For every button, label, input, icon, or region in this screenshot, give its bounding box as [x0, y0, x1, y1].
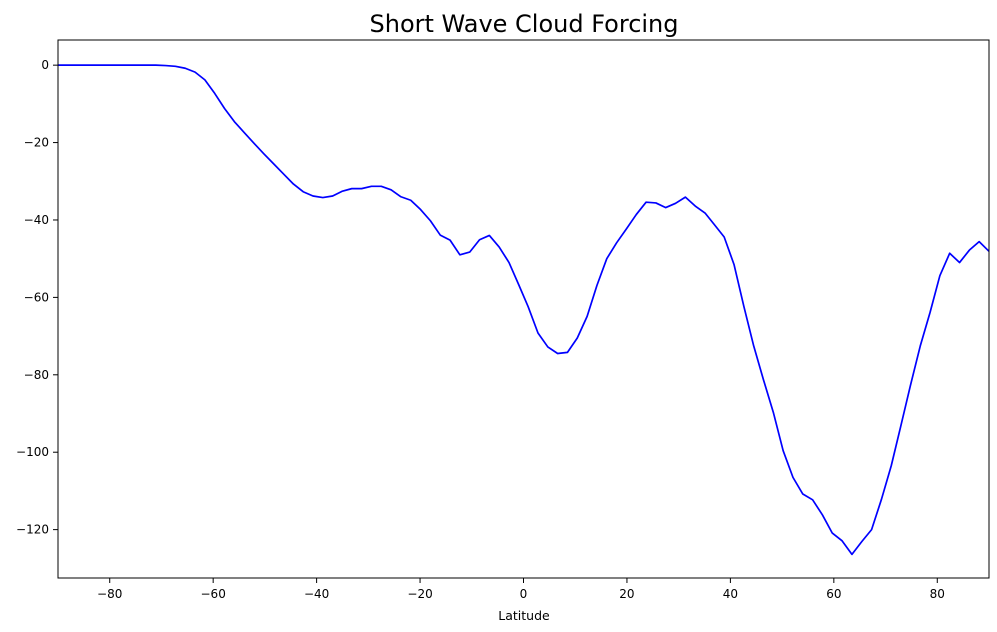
- x-tick-label: 60: [826, 587, 841, 601]
- x-tick-label: 0: [520, 587, 528, 601]
- x-tick-label: −60: [201, 587, 226, 601]
- x-axis-label: Latitude: [498, 608, 550, 623]
- series-line-swcf: [58, 64, 990, 556]
- y-axis: 0 −20 −40 −60 −80 −100 −120: [16, 58, 58, 537]
- y-tick-label: −80: [24, 368, 49, 382]
- y-tick-label: −100: [16, 445, 49, 459]
- y-tick-label: −40: [24, 213, 49, 227]
- x-tick-label: 80: [930, 587, 945, 601]
- x-tick-label: 20: [619, 587, 634, 601]
- y-tick-label: 0: [41, 58, 49, 72]
- x-axis: −80 −60 −40 −20 0 20 40 60 80: [97, 578, 945, 601]
- y-tick-label: −120: [16, 523, 49, 537]
- x-tick-label: −80: [97, 587, 122, 601]
- x-tick-label: 40: [723, 587, 738, 601]
- y-tick-label: −20: [24, 136, 49, 150]
- plot-frame: [57, 39, 990, 579]
- x-tick-label: −40: [304, 587, 329, 601]
- x-tick-label: −20: [407, 587, 432, 601]
- chart-title: Short Wave Cloud Forcing: [370, 10, 679, 38]
- y-tick-label: −60: [24, 290, 49, 304]
